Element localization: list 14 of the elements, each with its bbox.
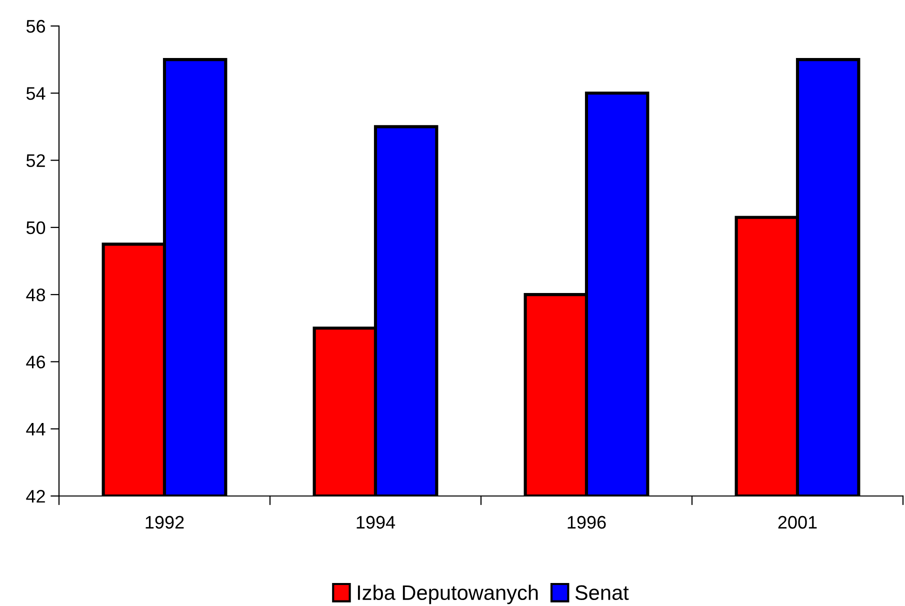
legend-label: Senat xyxy=(575,585,629,600)
y-tick-label: 44 xyxy=(26,422,46,436)
y-tick-label: 54 xyxy=(26,87,46,100)
y-tick-label: 42 xyxy=(26,490,45,503)
x-tick-label: 1992 xyxy=(146,516,184,529)
y-tick-label: 56 xyxy=(26,20,46,33)
y-tick-label: 48 xyxy=(26,288,46,302)
x-tick-label: 2001 xyxy=(778,516,817,529)
x-tick-label: 1994 xyxy=(356,516,396,529)
y-tick-label: 46 xyxy=(26,356,46,368)
x-tick-label: 1996 xyxy=(568,516,606,529)
y-tick-label: 50 xyxy=(26,221,46,234)
y-tick-label: 52 xyxy=(26,154,45,168)
legend-label: Izba Deputowanych xyxy=(358,584,538,604)
